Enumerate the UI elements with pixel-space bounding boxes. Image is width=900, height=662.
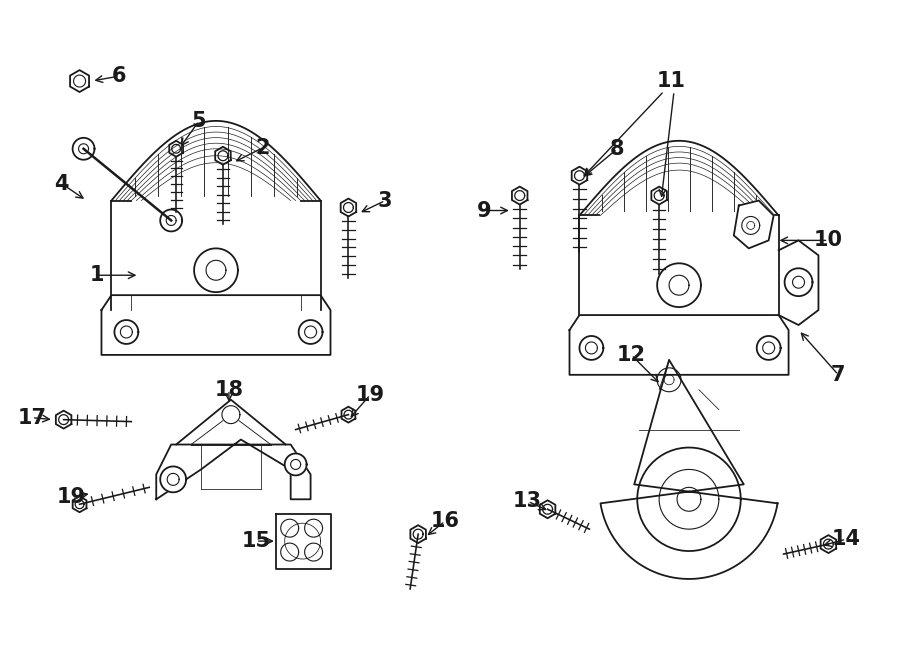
Polygon shape (344, 410, 353, 419)
Polygon shape (657, 368, 681, 392)
Text: 5: 5 (192, 111, 206, 131)
Polygon shape (747, 222, 755, 230)
Polygon shape (222, 406, 240, 424)
Text: 7: 7 (831, 365, 846, 385)
Polygon shape (742, 216, 760, 234)
Polygon shape (281, 543, 299, 561)
Polygon shape (284, 523, 320, 559)
Polygon shape (74, 75, 86, 87)
Polygon shape (659, 469, 719, 529)
Polygon shape (540, 500, 555, 518)
Polygon shape (657, 263, 701, 307)
Polygon shape (341, 406, 356, 422)
Text: 18: 18 (214, 380, 243, 400)
Text: 3: 3 (378, 191, 392, 211)
Polygon shape (821, 535, 836, 553)
Polygon shape (677, 487, 701, 511)
Polygon shape (304, 543, 322, 561)
Polygon shape (664, 375, 674, 385)
Text: 13: 13 (513, 491, 542, 511)
Polygon shape (299, 320, 322, 344)
Polygon shape (515, 191, 525, 201)
Polygon shape (778, 240, 818, 325)
Polygon shape (275, 514, 330, 569)
Polygon shape (78, 144, 88, 154)
Polygon shape (73, 138, 94, 160)
Polygon shape (215, 147, 230, 165)
Polygon shape (121, 326, 132, 338)
Polygon shape (169, 141, 183, 157)
Text: 19: 19 (57, 487, 86, 507)
Text: 11: 11 (657, 71, 686, 91)
Polygon shape (291, 459, 301, 469)
Polygon shape (654, 191, 664, 201)
Text: 12: 12 (616, 345, 645, 365)
Polygon shape (669, 275, 689, 295)
Polygon shape (281, 519, 299, 537)
Polygon shape (637, 448, 741, 551)
Polygon shape (341, 199, 356, 216)
Polygon shape (76, 500, 84, 508)
Polygon shape (172, 144, 181, 153)
Polygon shape (793, 276, 805, 288)
Polygon shape (652, 187, 667, 205)
Polygon shape (757, 336, 780, 360)
Polygon shape (570, 315, 788, 375)
Polygon shape (304, 326, 317, 338)
Polygon shape (580, 336, 603, 360)
Text: 2: 2 (256, 138, 270, 158)
Polygon shape (410, 525, 426, 543)
Text: 4: 4 (54, 173, 69, 193)
Polygon shape (194, 248, 238, 292)
Polygon shape (58, 414, 68, 424)
Text: 19: 19 (356, 385, 385, 404)
Polygon shape (574, 171, 584, 181)
Text: 14: 14 (832, 529, 860, 549)
Polygon shape (56, 410, 71, 428)
Polygon shape (166, 216, 176, 226)
Polygon shape (157, 440, 310, 499)
Polygon shape (572, 167, 587, 185)
Polygon shape (70, 70, 89, 92)
Polygon shape (734, 201, 774, 248)
Polygon shape (218, 151, 228, 161)
Polygon shape (102, 295, 330, 355)
Polygon shape (206, 260, 226, 280)
Text: 6: 6 (112, 66, 127, 86)
Polygon shape (114, 320, 139, 344)
Polygon shape (585, 342, 598, 354)
Polygon shape (512, 187, 527, 205)
Polygon shape (160, 467, 186, 493)
Text: 9: 9 (476, 201, 491, 220)
Polygon shape (600, 360, 778, 579)
Polygon shape (304, 519, 322, 537)
Polygon shape (413, 529, 423, 539)
Polygon shape (785, 268, 813, 296)
Polygon shape (344, 203, 354, 213)
Text: 17: 17 (17, 408, 46, 428)
Text: 10: 10 (814, 230, 843, 250)
Text: 15: 15 (241, 531, 270, 551)
Polygon shape (167, 473, 179, 485)
Text: 8: 8 (610, 139, 625, 159)
Polygon shape (762, 342, 775, 354)
Polygon shape (160, 209, 182, 232)
Polygon shape (284, 453, 307, 475)
Text: 16: 16 (430, 511, 460, 531)
Polygon shape (543, 504, 553, 514)
Polygon shape (824, 539, 833, 549)
Polygon shape (73, 496, 86, 512)
Text: 1: 1 (89, 265, 104, 285)
